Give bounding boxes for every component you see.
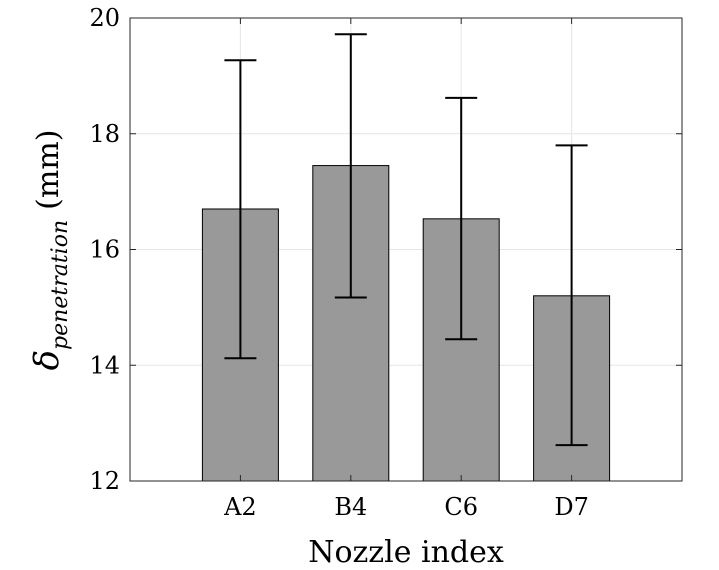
y-tick-label: 16 [89,236,120,264]
y-tick-label: 12 [89,467,120,495]
y-axis-label: δpenetration (mm) [27,130,73,371]
x-axis-ticks: A2 B4 C6 D7 [223,18,589,521]
y-tick-label: 20 [89,4,120,32]
y-tick-label: 14 [89,351,120,379]
error-bar-series [224,33,588,447]
x-axis-label: Nozzle index [308,535,504,570]
y-axis-label-unit: (mm) [31,130,66,210]
x-tick-label-A2: A2 [223,493,257,521]
x-tick-label-D7: D7 [554,493,589,521]
y-axis-label-subscript: penetration [48,220,73,350]
y-axis-ticks: 12 14 16 18 20 [89,4,682,495]
y-tick-label: 18 [89,120,120,148]
y-axis-label-symbol: δ [27,350,67,370]
x-tick-label-B4: B4 [334,493,367,521]
x-tick-label-C6: C6 [444,493,478,521]
